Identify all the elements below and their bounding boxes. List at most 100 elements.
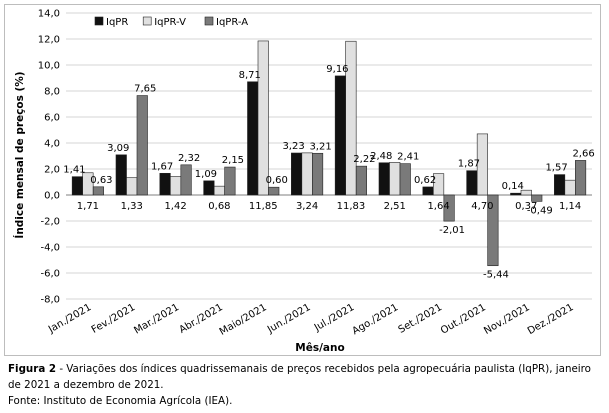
bar-iqpr-a (355, 165, 367, 196)
y-tick-label: -6,0 (40, 269, 60, 280)
bar-iqpr-a (224, 166, 236, 196)
x-tick-label: Out./2021 (439, 302, 488, 337)
bar-iqpr-a (575, 160, 587, 196)
data-label: 2,48 (370, 151, 392, 162)
data-label: 1,57 (545, 163, 567, 174)
bar-iqpr-v (257, 40, 269, 196)
bar-iqpr-v (126, 177, 138, 196)
data-label: 0,14 (502, 181, 524, 192)
bar-iqpr-v (433, 173, 445, 196)
x-tick-label: Fev./2021 (90, 302, 138, 336)
data-label: 0,37 (515, 201, 537, 212)
data-label: 0,63 (90, 175, 112, 186)
x-tick-label: Set./2021 (397, 302, 444, 336)
x-tick-label: Jun./2021 (265, 302, 313, 336)
data-label: -5,44 (483, 270, 509, 281)
legend-label: IqPR (106, 17, 128, 28)
data-label: 8,71 (239, 70, 261, 81)
data-label: 1,67 (151, 161, 173, 172)
legend: IqPR IqPR-V IqPR-A (94, 16, 248, 28)
data-label: 9,16 (326, 64, 348, 75)
y-tick-label: 12,0 (38, 35, 60, 46)
data-label: 2,22 (353, 154, 375, 165)
y-tick-label: 10,0 (38, 61, 60, 72)
data-label: 2,41 (397, 152, 419, 163)
bar-iqpr (422, 186, 434, 196)
bar-iqpr-v (520, 189, 532, 196)
bar-iqpr-v (476, 133, 488, 196)
legend-swatch-iqpr-a (204, 16, 214, 26)
gridlines (66, 12, 592, 300)
bar-iqpr-v (170, 176, 182, 196)
data-label: 2,15 (222, 155, 244, 166)
bar-iqpr-a (92, 186, 104, 196)
data-label: 0,60 (266, 175, 288, 186)
data-label: 1,71 (77, 201, 99, 212)
y-tick-label: -8,0 (40, 295, 60, 306)
data-label: 1,09 (195, 169, 217, 180)
bar-iqpr-a (312, 152, 324, 196)
y-axis-title: Índice mensal de preços (%) (13, 71, 26, 238)
data-label: 1,64 (427, 201, 449, 212)
y-tick-label: -4,0 (40, 243, 60, 254)
legend-swatch-iqpr-v (142, 16, 152, 26)
x-axis: Jan./2021Fev./2021Mar./2021Abr./2021Maio… (46, 302, 576, 338)
bar-iqpr-v (389, 162, 401, 196)
data-label: 0,62 (414, 175, 436, 186)
figure-text: - Variações dos índices quadrissemanais … (8, 363, 591, 391)
data-label: 4,70 (471, 201, 493, 212)
legend-swatch-iqpr (94, 16, 104, 26)
data-label: -2,01 (439, 225, 465, 236)
y-tick-label: 2,0 (44, 165, 60, 176)
figure-caption: Figura 2 - Variações dos índices quadris… (8, 361, 602, 409)
data-label: 3,24 (296, 201, 318, 212)
data-label: 2,66 (572, 148, 594, 159)
data-label: 7,65 (134, 84, 156, 95)
data-label: 2,51 (384, 201, 406, 212)
x-tick-label: Dez./2021 (526, 302, 576, 337)
bar-iqpr (291, 152, 303, 196)
bar-iqpr-v (213, 185, 225, 196)
bar-iqpr (159, 172, 171, 196)
x-tick-label: Nov./2021 (482, 302, 531, 337)
x-tick-label: Mar./2021 (132, 302, 181, 337)
bar-iqpr-a (487, 194, 499, 267)
bar-iqpr (510, 192, 522, 196)
bar-chart: 14,0 12,0 10,0 8,0 6,0 4,0 2,0 0,0 -2,0 -4,0 -6,0 -… (13, 9, 595, 355)
data-label: 1,42 (164, 201, 186, 212)
bar-iqpr (203, 180, 215, 196)
y-tick-label: 4,0 (44, 139, 60, 150)
y-tick-label: 6,0 (44, 113, 60, 124)
x-tick-label: Maio/2021 (218, 302, 269, 338)
data-label: 11,85 (249, 201, 278, 212)
data-label: 0,68 (208, 201, 230, 212)
x-tick-label: Abr./2021 (178, 302, 225, 336)
bar-iqpr (115, 154, 127, 196)
bar-iqpr (71, 176, 83, 196)
bar-iqpr (334, 75, 346, 196)
value-labels: 1,41 1,71 0,63 3,09 1,33 7,65 1,67 1,42 2,32 1,09… (63, 64, 594, 281)
bar-iqpr-v (82, 172, 94, 196)
y-tick-label: 8,0 (44, 87, 60, 98)
x-tick-label: Ago./2021 (350, 302, 400, 337)
bars (71, 40, 587, 267)
bar-iqpr-a (268, 186, 280, 196)
figure-label: Figura 2 (8, 363, 57, 375)
data-label: 3,09 (107, 143, 129, 154)
data-label: 3,21 (309, 141, 331, 152)
data-label: 1,14 (559, 201, 581, 212)
legend-label: IqPR-A (216, 17, 248, 28)
bar-iqpr-a (136, 95, 148, 196)
data-label: 1,33 (121, 201, 143, 212)
chart-frame: 14,0 12,0 10,0 8,0 6,0 4,0 2,0 0,0 -2,0 -4,0 -6,0 -… (4, 4, 601, 356)
bar-iqpr-a (443, 194, 455, 222)
y-tick-label: 14,0 (38, 9, 60, 20)
data-label: -0,49 (527, 205, 553, 216)
bar-iqpr-v (301, 152, 313, 196)
y-tick-label: 0,0 (44, 191, 60, 202)
figure-source: Fonte: Instituto de Economia Agrícola (I… (8, 395, 233, 407)
data-label: 1,41 (63, 165, 85, 176)
bar-iqpr-v (345, 40, 357, 196)
bar-iqpr-a (399, 163, 411, 196)
bar-iqpr-a (180, 164, 192, 196)
